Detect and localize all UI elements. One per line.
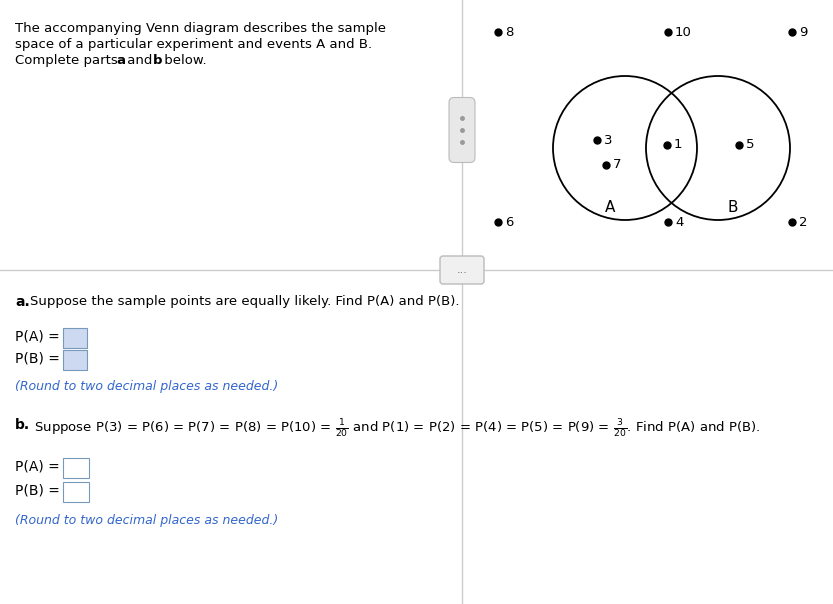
Text: 1: 1 (674, 138, 682, 152)
Text: P(B) =: P(B) = (15, 484, 64, 498)
Text: ...: ... (456, 265, 467, 275)
FancyBboxPatch shape (63, 482, 89, 502)
Text: P(B) =: P(B) = (15, 352, 64, 366)
Text: b.: b. (15, 418, 30, 432)
Text: B: B (728, 201, 738, 216)
Text: .2: .2 (68, 354, 82, 368)
Text: Complete parts: Complete parts (15, 54, 122, 67)
Text: 9: 9 (799, 25, 807, 39)
Text: 7: 7 (613, 158, 621, 172)
Text: Suppose the sample points are equally likely. Find P(A) and P(B).: Suppose the sample points are equally li… (30, 295, 460, 308)
Text: below.: below. (160, 54, 207, 67)
FancyBboxPatch shape (440, 256, 484, 284)
Text: space of a particular experiment and events A and B.: space of a particular experiment and eve… (15, 38, 372, 51)
Text: The accompanying Venn diagram describes the sample: The accompanying Venn diagram describes … (15, 22, 386, 35)
Text: and: and (123, 54, 157, 67)
Text: a.: a. (15, 295, 30, 309)
FancyBboxPatch shape (449, 97, 475, 162)
Text: 3: 3 (604, 133, 612, 147)
FancyBboxPatch shape (63, 350, 87, 370)
Text: a: a (116, 54, 125, 67)
Text: 8: 8 (505, 25, 513, 39)
Text: 5: 5 (746, 138, 755, 152)
Text: .3: .3 (68, 332, 82, 346)
Text: 4: 4 (675, 216, 683, 228)
Text: Suppose P(3) = P(6) = P(7) = P(8) = P(10) = $\frac{1}{20}$ and P(1) = P(2) = P(4: Suppose P(3) = P(6) = P(7) = P(8) = P(10… (30, 418, 761, 440)
FancyBboxPatch shape (63, 328, 87, 348)
Text: 6: 6 (505, 216, 513, 228)
Text: P(A) =: P(A) = (15, 460, 64, 474)
FancyBboxPatch shape (63, 458, 89, 478)
Text: (Round to two decimal places as needed.): (Round to two decimal places as needed.) (15, 514, 278, 527)
Text: b: b (153, 54, 162, 67)
Text: 2: 2 (799, 216, 807, 228)
Text: P(A) =: P(A) = (15, 330, 64, 344)
Text: A: A (605, 201, 616, 216)
Text: (Round to two decimal places as needed.): (Round to two decimal places as needed.) (15, 380, 278, 393)
Text: 10: 10 (675, 25, 692, 39)
